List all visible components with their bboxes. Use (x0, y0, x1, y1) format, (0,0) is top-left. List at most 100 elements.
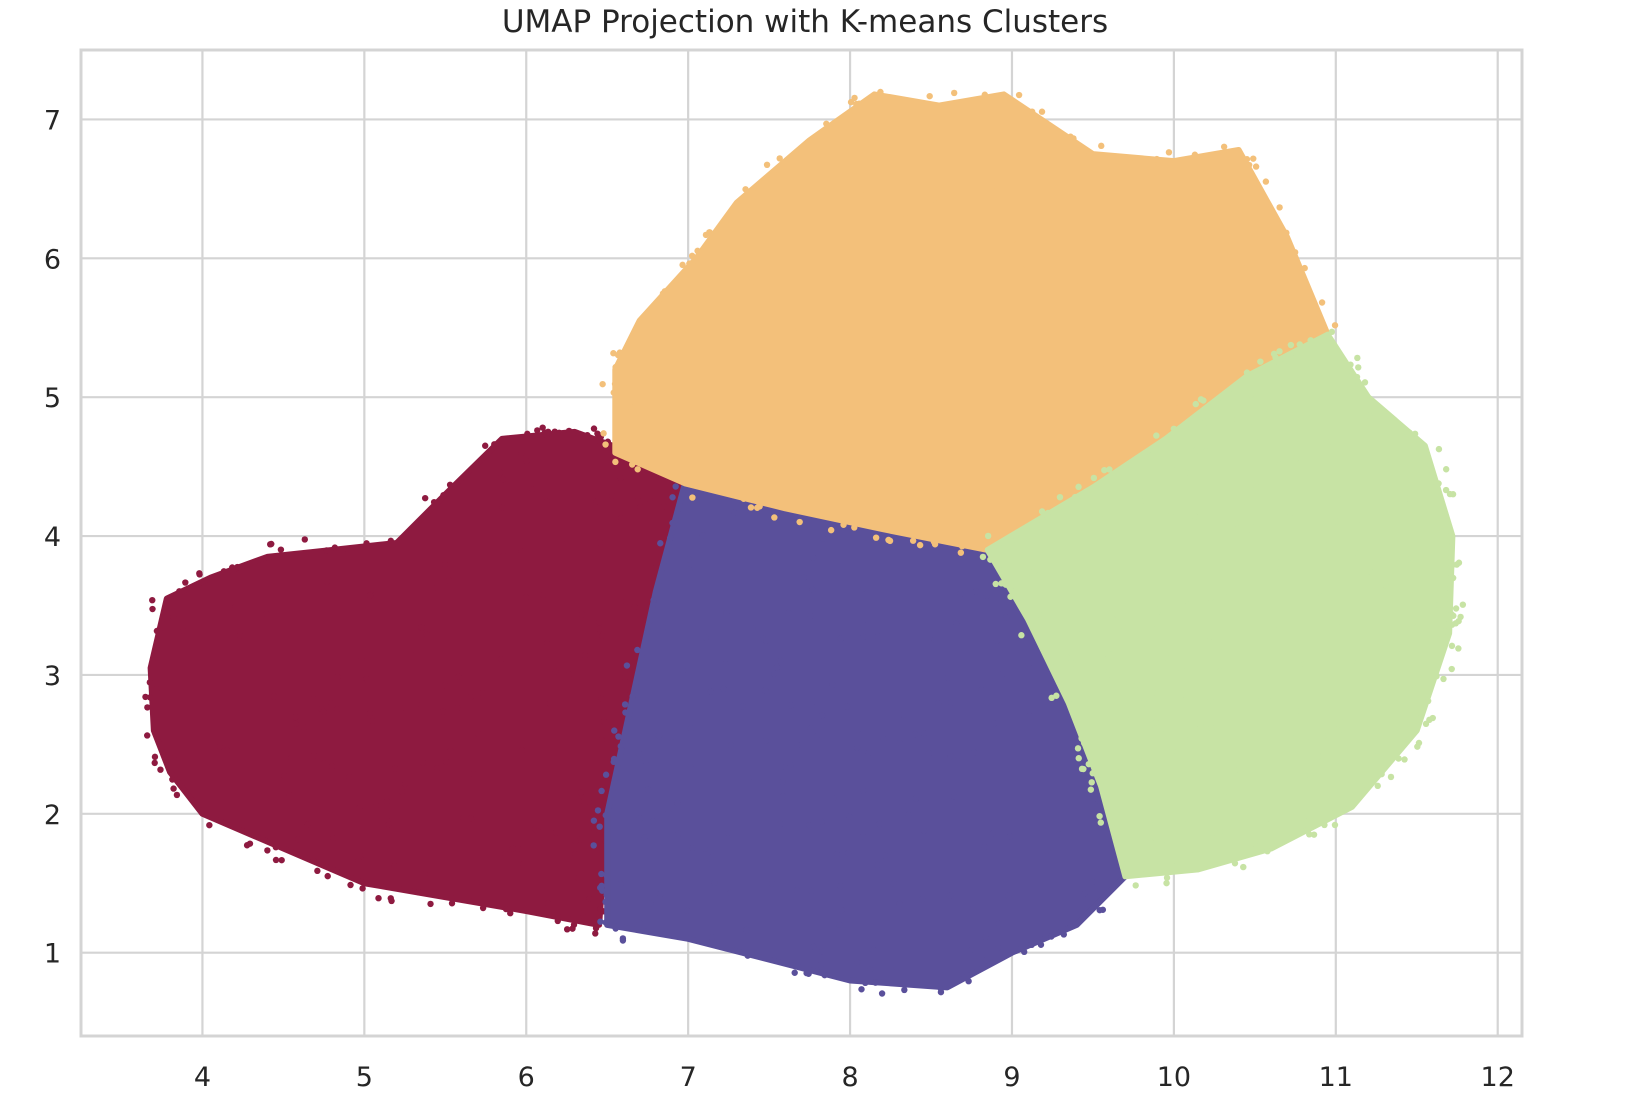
scatter-point (870, 257, 877, 264)
scatter-point (644, 786, 652, 793)
scatter-point (1152, 835, 1160, 843)
scatter-point (1399, 649, 1406, 657)
scatter-point (620, 417, 627, 425)
scatter-point (1028, 941, 1035, 949)
scatter-point (1190, 803, 1198, 810)
scatter-point (787, 761, 794, 769)
scatter-point (793, 886, 801, 894)
scatter-point (858, 986, 865, 993)
scatter-point (941, 351, 949, 358)
scatter-point (845, 515, 852, 523)
scatter-point (852, 501, 859, 508)
scatter-point (1424, 697, 1432, 705)
scatter-point (701, 845, 708, 852)
scatter-point (1060, 931, 1068, 938)
scatter-point (945, 208, 952, 215)
scatter-point (612, 363, 619, 371)
scatter-point (455, 673, 462, 680)
scatter-point (470, 770, 477, 777)
scatter-point (1083, 321, 1090, 329)
scatter-point (144, 732, 151, 739)
scatter-point (810, 943, 817, 950)
scatter-point (1296, 341, 1303, 348)
scatter-point (907, 105, 914, 113)
scatter-point (575, 798, 583, 805)
scatter-point (1134, 681, 1141, 688)
scatter-point (843, 273, 850, 281)
scatter-point (543, 639, 551, 647)
scatter-point (901, 296, 908, 303)
scatter-point (954, 752, 962, 759)
scatter-point (552, 668, 559, 675)
scatter-point (529, 486, 536, 493)
scatter-point (1337, 719, 1344, 726)
scatter-point (1110, 249, 1118, 257)
scatter-point (1452, 605, 1460, 612)
scatter-point (1152, 600, 1159, 608)
scatter-point (602, 771, 610, 778)
scatter-point (1238, 502, 1245, 509)
scatter-point (753, 430, 761, 437)
scatter-point (1409, 680, 1417, 688)
scatter-point (706, 385, 714, 392)
scatter-point (629, 693, 636, 700)
scatter-point (621, 384, 629, 392)
scatter-point (579, 909, 587, 917)
scatter-point (1037, 941, 1045, 948)
y-axis-ticks: 1 2 3 4 5 6 7 (44, 105, 61, 969)
scatter-point (987, 556, 994, 563)
scatter-point (867, 388, 875, 395)
scatter-point (602, 812, 609, 819)
scatter-point (597, 918, 604, 925)
scatter-point (169, 776, 176, 783)
scatter-point (1307, 337, 1314, 344)
scatter-point (773, 664, 781, 671)
scatter-point (1048, 184, 1056, 191)
scatter-point (918, 252, 925, 259)
scatter-point (611, 727, 618, 734)
scatter-point (725, 829, 732, 836)
scatter-point (362, 851, 369, 859)
scatter-point (836, 320, 844, 327)
scatter-point (569, 925, 576, 932)
scatter-point (502, 905, 510, 913)
scatter-point (600, 430, 607, 437)
scatter-point (610, 389, 617, 396)
scatter-point (473, 879, 480, 887)
scatter-point (993, 637, 1001, 644)
scatter-point (1334, 494, 1342, 502)
scatter-point (831, 280, 838, 287)
scatter-point (694, 247, 701, 255)
scatter-point (636, 815, 644, 822)
scatter-point (665, 809, 672, 817)
scatter-point (1048, 521, 1055, 528)
scatter-point (957, 590, 964, 597)
scatter-point (543, 498, 550, 505)
scatter-point (779, 778, 786, 785)
scatter-point (991, 720, 998, 727)
scatter-point (1343, 482, 1350, 489)
scatter-point (896, 117, 903, 125)
scatter-point (1354, 354, 1361, 362)
scatter-point (1013, 536, 1020, 544)
scatter-point (721, 300, 728, 308)
scatter-point (748, 305, 755, 312)
scatter-point (1308, 737, 1316, 744)
scatter-point (295, 725, 303, 732)
scatter-point (581, 651, 589, 659)
scatter-point (809, 137, 817, 144)
scatter-point (669, 739, 676, 746)
scatter-point (1304, 503, 1312, 510)
scatter-point (1265, 675, 1272, 682)
y-tick-label: 4 (44, 522, 61, 553)
scatter-point (1235, 766, 1242, 773)
scatter-point (1277, 566, 1284, 573)
scatter-point (1038, 508, 1046, 515)
scatter-point (364, 676, 371, 683)
scatter-point (708, 933, 716, 941)
scatter-point (846, 439, 853, 446)
y-tick-label: 7 (44, 105, 61, 136)
scatter-point (1089, 770, 1096, 777)
scatter-point (1287, 341, 1295, 349)
